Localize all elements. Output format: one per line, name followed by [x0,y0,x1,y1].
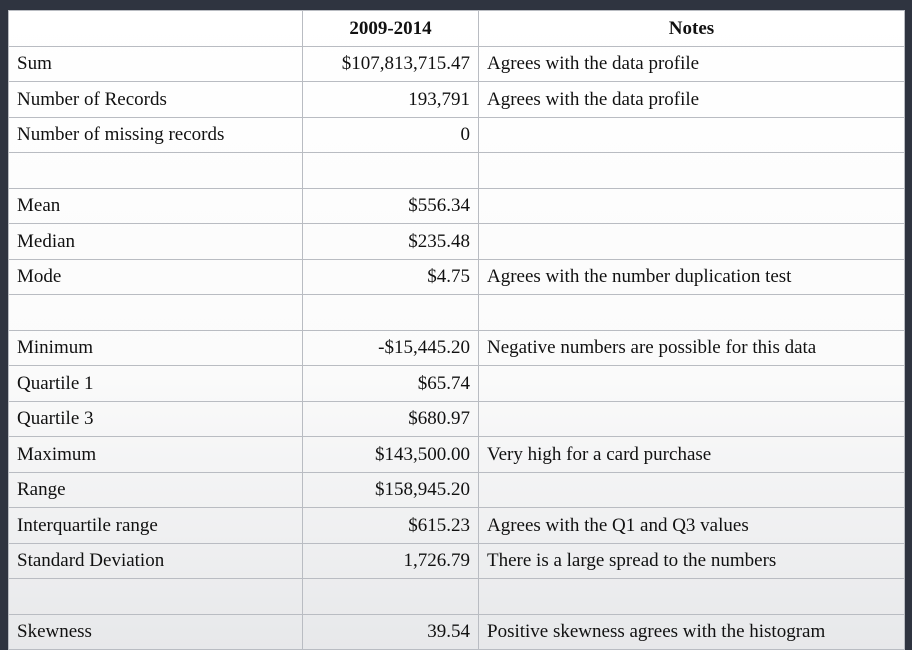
row-label-cell: Interquartile range [8,507,303,544]
row-label-cell: Quartile 1 [8,365,303,402]
table-header-row: 2009-2014 Notes [8,10,905,47]
header-period-cell: 2009-2014 [302,10,479,47]
row-label-cell: Minimum [8,329,303,366]
table-row [8,578,905,615]
row-notes-cell [478,294,905,331]
row-value-cell [302,294,479,331]
row-value-cell [302,578,479,615]
row-notes-cell: Very high for a card purchase [478,436,905,473]
row-value-cell: $143,500.00 [302,436,479,473]
row-notes-cell [478,187,905,224]
row-value-cell: $680.97 [302,400,479,437]
row-label-cell: Number of Records [8,81,303,118]
row-notes-cell: Agrees with the number duplication test [478,258,905,295]
table-row: Maximum $143,500.00 Very high for a card p… [8,436,905,473]
row-label-cell: Sum [8,45,303,82]
table-row: Skewness 39.54 Positive skewness agrees wi… [8,613,905,650]
row-value-cell: $4.75 [302,258,479,295]
table-row: Mean $556.34 [8,187,905,224]
table-row: Minimum -$15,445.20 Negative numbers are p… [8,329,905,366]
row-notes-cell [478,116,905,153]
row-notes-cell: Positive skewness agrees with the histog… [478,613,905,650]
row-notes-cell: Agrees with the Q1 and Q3 values [478,507,905,544]
header-notes-cell: Notes [478,10,905,47]
row-label-cell: Median [8,223,303,260]
row-notes-cell [478,152,905,189]
table-body: Sum $107,813,715.47 Agrees with the data p… [8,45,905,650]
row-label-cell: Maximum [8,436,303,473]
row-value-cell: 193,791 [302,81,479,118]
row-notes-cell [478,223,905,260]
table-row: Mode $4.75 Agrees with the number duplicat… [8,258,905,295]
row-notes-cell [478,400,905,437]
table-row: Median $235.48 [8,223,905,260]
row-notes-cell: Negative numbers are possible for this d… [478,329,905,366]
row-notes-cell: There is a large spread to the numbers [478,542,905,579]
row-value-cell: $158,945.20 [302,471,479,508]
row-value-cell: $107,813,715.47 [302,45,479,82]
row-label-cell: Quartile 3 [8,400,303,437]
table-row: Interquartile range $615.23 Agrees with th… [8,507,905,544]
row-value-cell: 0 [302,116,479,153]
row-notes-cell [478,365,905,402]
row-label-cell [8,152,303,189]
row-notes-cell: Agrees with the data profile [478,45,905,82]
row-label-cell [8,578,303,615]
table-row: Range $158,945.20 [8,471,905,508]
row-value-cell: 1,726.79 [302,542,479,579]
row-value-cell: 39.54 [302,613,479,650]
row-notes-cell [478,471,905,508]
row-value-cell: $235.48 [302,223,479,260]
row-value-cell: -$15,445.20 [302,329,479,366]
row-value-cell [302,152,479,189]
table-row [8,294,905,331]
row-notes-cell [478,578,905,615]
row-label-cell: Range [8,471,303,508]
row-notes-cell: Agrees with the data profile [478,81,905,118]
row-value-cell: $556.34 [302,187,479,224]
table-row: Sum $107,813,715.47 Agrees with the data p… [8,45,905,82]
row-label-cell: Standard Deviation [8,542,303,579]
row-value-cell: $615.23 [302,507,479,544]
row-label-cell: Skewness [8,613,303,650]
row-label-cell [8,294,303,331]
table-row: Standard Deviation 1,726.79 There is a lar… [8,542,905,579]
row-label-cell: Mean [8,187,303,224]
table-row: Number of missing records 0 [8,116,905,153]
statistics-table: 2009-2014 Notes Sum $107,813,715.47 Agrees… [8,10,905,650]
table-row: Number of Records 193,791 Agrees with the … [8,81,905,118]
row-value-cell: $65.74 [302,365,479,402]
table-row [8,152,905,189]
row-label-cell: Mode [8,258,303,295]
table-row: Quartile 3 $680.97 [8,400,905,437]
header-label-cell [8,10,303,47]
table-row: Quartile 1 $65.74 [8,365,905,402]
row-label-cell: Number of missing records [8,116,303,153]
